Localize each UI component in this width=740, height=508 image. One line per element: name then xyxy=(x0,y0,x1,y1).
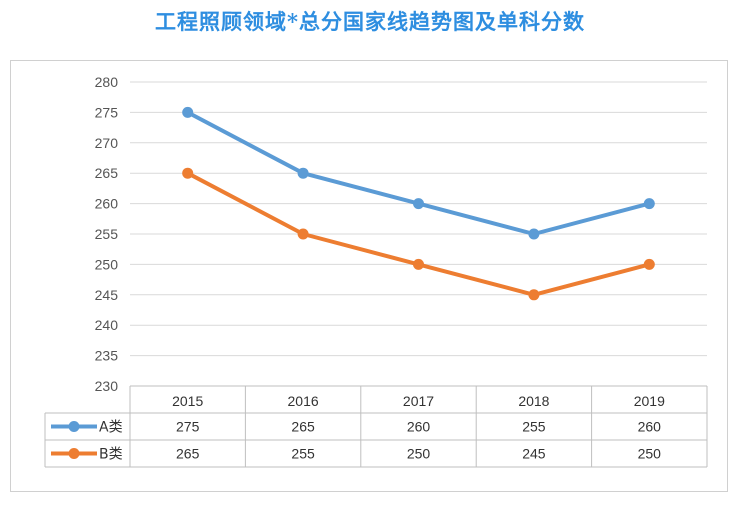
data-point xyxy=(643,198,655,210)
y-tick-label: 245 xyxy=(95,287,119,303)
legend-label: B类 xyxy=(99,447,123,463)
data-table-value: 250 xyxy=(638,446,662,462)
gridlines xyxy=(130,81,707,387)
y-axis-ticks: 280 275 270 265 260 255 250 245 240 235 230 xyxy=(95,74,119,394)
x-tick-label: 2019 xyxy=(634,393,665,409)
y-tick-label: 270 xyxy=(95,135,119,151)
x-tick-label: 2016 xyxy=(288,393,319,409)
data-table: 2015 2016 2017 2018 2019 A类 275 265 260 255 260 B类 2… xyxy=(44,385,708,468)
y-tick-label: 250 xyxy=(95,256,119,272)
y-tick-label: 255 xyxy=(95,226,119,242)
chart-title: 工程照顾领域*总分国家线趋势图及单科分数 xyxy=(155,9,585,34)
y-tick-label: 265 xyxy=(95,165,119,181)
chart-frame xyxy=(10,60,728,492)
x-tick-label: 2018 xyxy=(518,393,549,409)
data-table-value: 255 xyxy=(522,419,546,435)
legend-marker xyxy=(68,448,80,459)
data-point xyxy=(182,167,194,179)
data-table-value: 255 xyxy=(291,446,315,462)
data-point xyxy=(528,228,540,240)
data-point xyxy=(297,228,309,240)
x-tick-label: 2015 xyxy=(172,393,203,409)
legend-marker xyxy=(68,421,80,432)
y-tick-label: 240 xyxy=(95,317,119,333)
data-table-value: 265 xyxy=(176,446,200,462)
data-table-value: 275 xyxy=(176,419,200,435)
y-tick-label: 230 xyxy=(95,378,119,394)
data-point xyxy=(643,258,655,270)
y-tick-label: 260 xyxy=(95,196,119,212)
data-table-value: 245 xyxy=(522,446,546,462)
data-table-value: 260 xyxy=(407,419,431,435)
data-point xyxy=(413,198,424,210)
y-tick-label: 280 xyxy=(95,74,119,90)
data-point xyxy=(182,106,194,118)
x-tick-label: 2017 xyxy=(403,393,434,409)
legend-label: A类 xyxy=(99,420,123,436)
data-table-value: 260 xyxy=(638,419,662,435)
data-point xyxy=(297,167,309,179)
data-point xyxy=(528,289,540,301)
y-tick-label: 235 xyxy=(95,348,119,364)
data-point xyxy=(413,258,424,270)
data-table-value: 265 xyxy=(291,419,315,435)
data-table-value: 250 xyxy=(407,446,431,462)
series-layer xyxy=(182,106,655,301)
y-tick-label: 275 xyxy=(95,104,119,120)
